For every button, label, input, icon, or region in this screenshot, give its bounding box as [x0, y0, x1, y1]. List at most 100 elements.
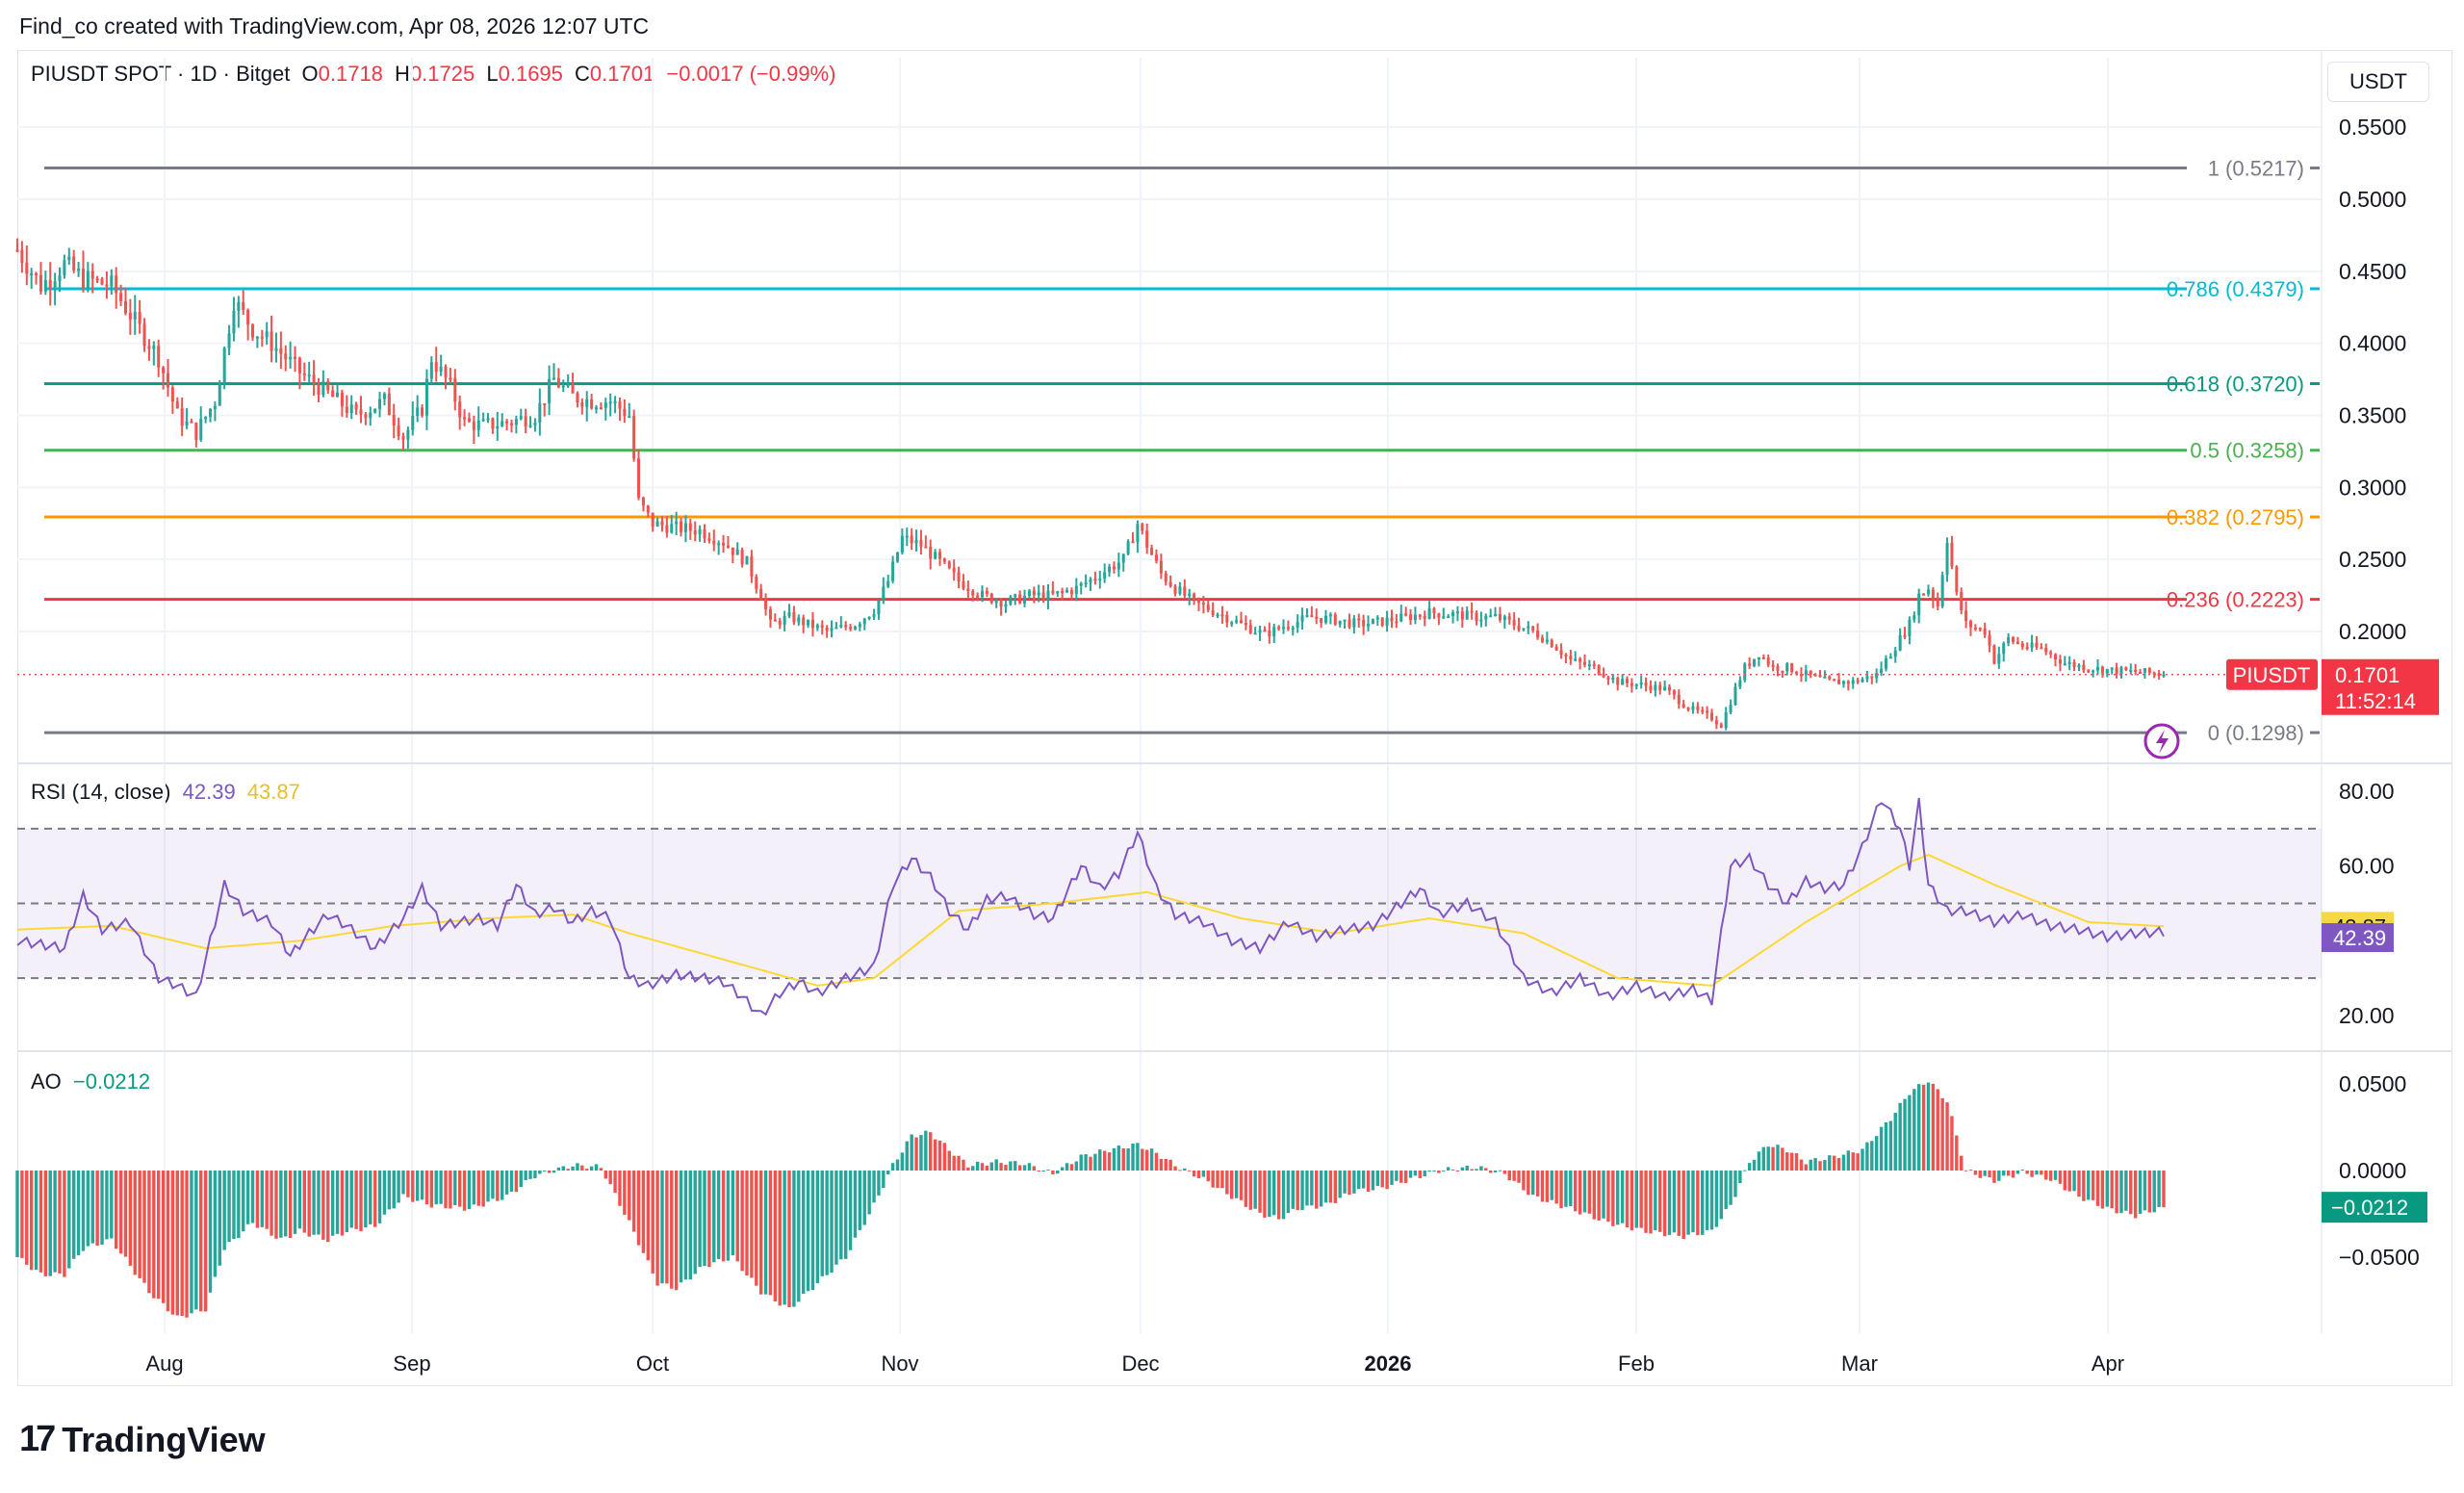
candle-body	[58, 275, 62, 282]
ao-bar	[1319, 1171, 1323, 1207]
ao-bar	[1766, 1146, 1770, 1171]
ao-bar	[1955, 1135, 1959, 1171]
ao-bar	[862, 1171, 866, 1225]
ao-bar	[38, 1171, 43, 1273]
ao-bar	[740, 1171, 744, 1272]
candle-body	[1037, 592, 1040, 596]
candle-body	[599, 407, 603, 410]
symbol-legend[interactable]: PIUSDT SPOT · 1D · Bitget O0.1718 H0.172…	[31, 62, 841, 87]
ao-bar	[48, 1171, 52, 1276]
ao-bar	[1828, 1155, 1832, 1171]
ao-bar	[250, 1171, 255, 1223]
ao-bar	[434, 1171, 438, 1205]
ao-bar	[895, 1159, 900, 1171]
ao-bar	[618, 1171, 622, 1206]
candle-body	[665, 525, 669, 533]
ao-bar	[1234, 1171, 1239, 1198]
candle-body	[2035, 642, 2039, 648]
candle-body	[712, 540, 716, 545]
fib-retracement[interactable]: 1 (0.5217) 0.786 (0.4379) 0.618 (0.3720) 0.…	[44, 157, 2320, 746]
candle-body	[1973, 627, 1977, 630]
ao-bar	[660, 1171, 664, 1284]
ao-bar	[1978, 1171, 1982, 1178]
ao-bar	[270, 1171, 273, 1236]
ao-bar	[2091, 1171, 2095, 1200]
candle-body	[1706, 710, 1709, 713]
ao-bar	[914, 1137, 918, 1171]
ao-bar	[1371, 1171, 1375, 1191]
ao-bar	[203, 1171, 208, 1312]
currency-button[interactable]: USDT	[2327, 62, 2429, 102]
ao-bar	[185, 1171, 189, 1318]
candle-body	[2020, 643, 2024, 648]
ao-bar	[1484, 1168, 1488, 1171]
ao-bar	[345, 1171, 349, 1233]
candle-body	[1074, 585, 1078, 594]
ao-bar	[58, 1171, 62, 1274]
ao-bar	[594, 1164, 599, 1171]
candle-body	[387, 393, 391, 416]
candle-body	[1630, 682, 1633, 686]
time-axis[interactable]: Aug Sep Oct Nov Dec 2026 Feb Mar Apr	[145, 1351, 2124, 1376]
ao-bar	[1597, 1171, 1601, 1221]
tradingview-logo[interactable]: 17 TradingView	[19, 1419, 266, 1460]
ao-bar	[1399, 1171, 1403, 1183]
ao-bar	[1220, 1171, 1224, 1189]
ao-bar	[1950, 1116, 1954, 1171]
candle-body	[1931, 589, 1935, 600]
ao-bar	[500, 1171, 504, 1200]
candle-body	[1644, 682, 1648, 686]
ao-bar	[2035, 1171, 2039, 1175]
candle-body	[830, 628, 834, 631]
alert-icon[interactable]	[2143, 723, 2180, 759]
candle-body	[1771, 664, 1775, 667]
candle-body	[289, 356, 293, 360]
ao-bar	[420, 1171, 424, 1200]
ao-legend[interactable]: AO −0.0212	[31, 1069, 156, 1094]
ao-bar	[265, 1171, 269, 1229]
candle-body	[853, 627, 857, 630]
ao-bar	[561, 1166, 565, 1171]
rsi-legend[interactable]: RSI (14, close) 42.39 43.87	[31, 780, 306, 805]
ao-bar	[504, 1171, 509, 1195]
candle-body	[556, 377, 560, 388]
candle-body	[1908, 619, 1912, 637]
ao-bar	[392, 1171, 396, 1209]
candle-body	[72, 256, 76, 270]
candle-body	[971, 591, 975, 596]
ao-bar	[905, 1141, 909, 1171]
ao-bar	[1644, 1171, 1648, 1233]
price-tick-label: 0.5500	[2339, 115, 2406, 140]
candle-body	[825, 627, 829, 631]
candle-body	[1188, 593, 1192, 596]
ao-bar	[1573, 1171, 1578, 1212]
candle-body	[844, 625, 848, 628]
candle-body	[1748, 663, 1752, 666]
candle-body	[242, 301, 245, 310]
candle-body	[637, 458, 641, 499]
ao-bar	[1662, 1171, 1667, 1237]
candle-body	[1582, 661, 1587, 665]
open-value: 0.1718	[318, 62, 383, 86]
ao-bar	[2044, 1171, 2048, 1180]
candle-body	[914, 539, 918, 544]
ao-bar	[297, 1171, 302, 1229]
ao-bar	[476, 1171, 480, 1206]
candle-body	[297, 357, 301, 373]
ao-bar	[1296, 1171, 1299, 1211]
ao-bar	[1771, 1146, 1775, 1171]
ao-bar	[1375, 1171, 1380, 1187]
candle-body	[2082, 664, 2086, 671]
ao-bar	[1348, 1171, 1351, 1196]
candle-body	[1324, 615, 1328, 623]
rsi-tick-label: 60.00	[2339, 854, 2395, 879]
ao-bar	[1691, 1171, 1695, 1233]
time-tick-label: Oct	[636, 1351, 669, 1376]
ao-bar	[293, 1171, 297, 1234]
candle-body	[222, 348, 226, 383]
ao-bar	[1286, 1171, 1291, 1214]
price-axis[interactable]: 0.5500 0.5000 0.4500 0.4000 0.3500 0.3000 0.25…	[2226, 115, 2439, 1270]
candle-body	[2044, 647, 2048, 653]
ao-bar	[406, 1171, 410, 1197]
